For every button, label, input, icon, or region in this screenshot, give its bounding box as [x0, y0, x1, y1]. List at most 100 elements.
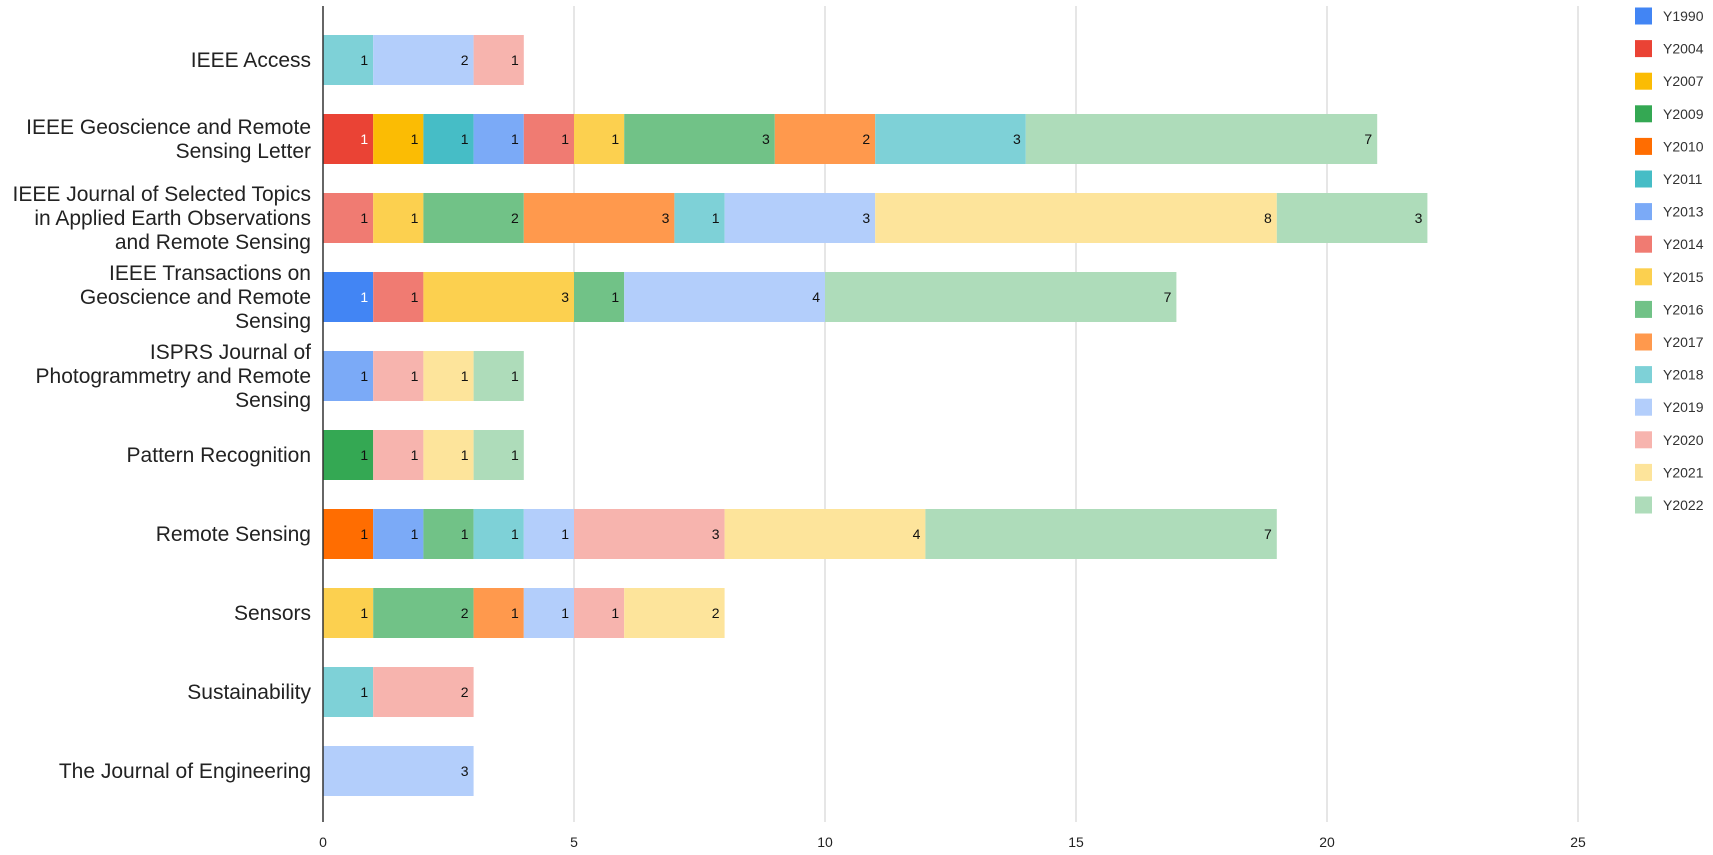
legend-label-y2013: Y2013 [1663, 204, 1704, 220]
bar-segment-y2020 [373, 667, 474, 717]
legend-swatch-y2018 [1635, 366, 1652, 384]
bar-segment-y2018 [473, 509, 524, 559]
legend-label-y2007: Y2007 [1663, 73, 1704, 89]
bar-segment-y2019 [373, 35, 474, 85]
legend-label-y2022: Y2022 [1663, 497, 1704, 513]
bar-segment-y2016 [373, 588, 474, 638]
data-label: 2 [461, 52, 469, 68]
legend-label-y1990: Y1990 [1663, 8, 1704, 24]
bar-segment-y2017 [774, 114, 876, 164]
legend-swatch-y2022 [1635, 496, 1652, 514]
data-label: 3 [561, 289, 569, 305]
data-label: 4 [913, 526, 921, 542]
bar-segment-y2015 [323, 588, 374, 638]
legend-swatch-y2009 [1635, 105, 1652, 123]
category-label: The Journal of Engineering [59, 760, 311, 783]
bar-segment-y2020 [473, 35, 524, 85]
data-label: 1 [561, 526, 569, 542]
bar-segment-y2018 [323, 35, 374, 85]
category-label: IEEE Journal of Selected Topics in Applie… [13, 183, 311, 254]
bar-segment-y2016 [423, 509, 474, 559]
legend-swatch-y2020 [1635, 431, 1652, 449]
bar-segment-y2013 [473, 114, 524, 164]
bar-segment-y2019 [624, 272, 825, 322]
legend-swatch-y2013 [1635, 203, 1652, 221]
data-label: 1 [411, 447, 419, 463]
legend-label-y2015: Y2015 [1663, 269, 1704, 285]
legend-label-y2019: Y2019 [1663, 399, 1704, 415]
category-label: IEEE Access [191, 49, 311, 72]
data-label: 3 [712, 526, 720, 542]
legend-swatch-y2011 [1635, 170, 1652, 188]
bar-segment-y2022 [1276, 193, 1428, 243]
legend-swatch-y2010 [1635, 137, 1652, 155]
bars: 1 2 11 1 1 1 1 1 3 2 3 71 1 2 3 1 3 8 31 1 3 1 4 71 1 1 11 1 1 11 1 1 1 1… [323, 35, 1428, 796]
bar-segment-y2004 [323, 114, 374, 164]
legend-swatch-y2019 [1635, 398, 1652, 416]
data-label: 3 [762, 131, 770, 147]
bar-segment-y2021 [423, 351, 474, 401]
bar-segment-y2019 [523, 588, 574, 638]
data-label: 1 [411, 368, 419, 384]
legend-label-y2014: Y2014 [1663, 236, 1704, 252]
data-label: 3 [862, 210, 870, 226]
bar-segment-y2014 [373, 272, 424, 322]
x-tick-label: 20 [1319, 834, 1335, 850]
data-label: 3 [1013, 131, 1021, 147]
bar-segment-y2020 [373, 351, 424, 401]
bar-segment-y2018 [674, 193, 725, 243]
x-tick-label: 5 [570, 834, 578, 850]
data-label: 2 [511, 210, 519, 226]
legend-swatch-y2004 [1635, 40, 1652, 58]
bar-segment-y2013 [373, 509, 424, 559]
data-label: 1 [360, 684, 368, 700]
data-label: 1 [461, 368, 469, 384]
category-label: Sustainability [187, 681, 311, 704]
data-label: 2 [461, 605, 469, 621]
bar-segment-y2016 [574, 272, 625, 322]
bar-segment-y2022 [473, 351, 524, 401]
bar-segment-y2022 [473, 430, 524, 480]
data-label: 1 [360, 447, 368, 463]
legend-swatch-y2015 [1635, 268, 1652, 286]
bar-segment-y2018 [323, 667, 374, 717]
data-label: 1 [411, 131, 419, 147]
data-label: 1 [360, 52, 368, 68]
bar-segment-y2007 [373, 114, 424, 164]
bar-segment-y2020 [574, 588, 625, 638]
legend-swatch-y1990 [1635, 7, 1652, 25]
legend-swatch-y2007 [1635, 72, 1652, 90]
data-label: 1 [411, 526, 419, 542]
bar-segment-y2009 [323, 430, 374, 480]
data-label: 7 [1264, 526, 1272, 542]
category-label: IEEE Geoscience and Remote Sensing Letter [26, 116, 311, 163]
bar-segment-y2019 [724, 193, 876, 243]
bar-segment-y2019 [323, 746, 474, 796]
bar-segment-y2016 [624, 114, 775, 164]
x-tick-label: 25 [1570, 834, 1586, 850]
data-label: 1 [360, 368, 368, 384]
bar-segment-y2015 [574, 114, 625, 164]
data-label: 1 [411, 289, 419, 305]
bar-segment-y2022 [925, 509, 1277, 559]
bar-segment-y2021 [724, 509, 926, 559]
legend-label-y2017: Y2017 [1663, 334, 1704, 350]
data-label: 1 [360, 605, 368, 621]
data-label: 1 [611, 131, 619, 147]
data-label: 1 [461, 131, 469, 147]
data-label: 1 [561, 605, 569, 621]
data-label: 1 [511, 526, 519, 542]
data-label: 1 [360, 526, 368, 542]
legend-label-y2020: Y2020 [1663, 432, 1704, 448]
legend-swatch-y2016 [1635, 300, 1652, 318]
data-label: 1 [360, 289, 368, 305]
category-labels: IEEE Access IEEE Geoscience and Remote Sen… [13, 49, 312, 783]
bar-segment-y2016 [423, 193, 524, 243]
legend: Y1990 Y2004 Y2007 Y2009 Y2010 Y2011 Y2013 Y2014… [1635, 7, 1704, 514]
category-label: Sensors [234, 602, 311, 625]
data-label: 1 [461, 447, 469, 463]
bar-segment-y2014 [323, 193, 374, 243]
data-label: 7 [1164, 289, 1172, 305]
legend-label-y2010: Y2010 [1663, 138, 1704, 154]
